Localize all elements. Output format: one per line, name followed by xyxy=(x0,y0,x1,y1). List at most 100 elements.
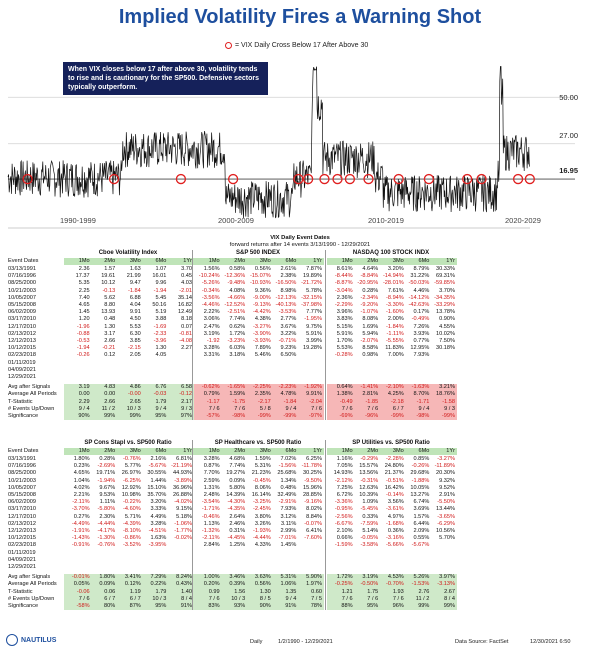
bottom-table-cell: -1.71% xyxy=(201,506,220,513)
top-event-date: 10/05/2007 xyxy=(8,294,36,301)
bottom-stat-cell: 5.26% xyxy=(413,574,430,581)
top-stat-cell: -97% xyxy=(308,413,322,419)
top-table-cell: 1.69% xyxy=(362,323,379,330)
top-table-cell: 3.85 xyxy=(129,338,141,344)
top-stat-cell: 10 / 3 xyxy=(126,405,141,412)
top-table-cell: -8.94% xyxy=(386,294,404,301)
bottom-stat-cell: 0.12% xyxy=(124,581,141,588)
bottom-table-cell: -5.80% xyxy=(97,506,116,513)
bottom-table-cell: 9.53% xyxy=(99,492,116,498)
top-table-cell: 5.62 xyxy=(104,294,116,301)
bottom-header-band xyxy=(327,448,457,455)
top-period-header: 3Mo xyxy=(129,258,141,264)
bottom-table-cell: -0.05% xyxy=(360,535,379,542)
bottom-stats-band xyxy=(194,574,324,611)
bottom-table-cell: -3.16% xyxy=(386,535,404,542)
top-table-cell: 30.33% xyxy=(436,266,455,272)
top-table-cell: 7.74% xyxy=(229,316,246,323)
bottom-table-cell: 2.21% xyxy=(73,492,90,498)
top-stat-cell: -1.41% xyxy=(360,384,379,391)
top-stat-cell: -2.25% xyxy=(253,384,271,391)
top-table-cell: 5.91% xyxy=(336,330,353,337)
top-stat-label: T-Statistic xyxy=(8,398,33,405)
x-axis-label-2010s: 2010-2019 xyxy=(368,216,404,225)
top-stat-cell: 7 / 6 xyxy=(208,405,220,412)
top-table-cell: 5.94% xyxy=(362,330,379,337)
bottom-stat-cell: 0.22% xyxy=(150,581,167,588)
bottom-stat-cell: -58% xyxy=(76,603,90,609)
top-table-cell: 2.00% xyxy=(387,316,404,323)
top-table-cell: -8.87% xyxy=(334,280,353,287)
top-period-header: 6Mo xyxy=(155,258,167,264)
top-table-cell: -0.21 xyxy=(102,345,116,352)
bottom-table-cell: 0.31% xyxy=(229,528,246,534)
bottom-period-header: 3Mo xyxy=(259,448,271,454)
top-stat-cell: 95% xyxy=(155,413,167,419)
bottom-stat-cell: 1.72% xyxy=(336,574,353,581)
top-table-cell: 1.30 xyxy=(155,345,167,352)
top-stat-cell: 4.78% xyxy=(280,391,297,398)
bottom-table-cell: -1.06% xyxy=(174,520,192,527)
top-stat-label: Avg after Signals xyxy=(8,384,51,391)
bottom-period-header: 2Mo xyxy=(367,448,379,454)
signal-marker xyxy=(512,173,524,185)
bottom-stat-cell: -3.13% xyxy=(437,581,455,588)
top-stat-cell: 9.91% xyxy=(306,391,322,398)
bottom-event-date: 03/17/2010 xyxy=(8,506,36,513)
bottom-table-cell: 12.92% xyxy=(121,484,141,491)
bottom-stat-label: Significance xyxy=(8,603,39,609)
top-table-cell: -0.88 xyxy=(76,330,90,337)
bottom-table-cell: -3.36% xyxy=(334,499,353,506)
top-table-cell: 6.03% xyxy=(229,345,246,352)
bottom-table-cell: -4.02% xyxy=(174,499,192,506)
top-table-cell: 7.50% xyxy=(439,338,455,344)
top-stat-cell: -99% xyxy=(390,413,404,419)
bottom-table-cell: -4.51% xyxy=(148,528,167,534)
bottom-stat-cell: 0.39% xyxy=(229,581,246,588)
bottom-table-cell: 1.34% xyxy=(280,477,297,484)
top-table-cell: 4.38% xyxy=(254,316,271,323)
top-table-cell: 7.89% xyxy=(254,345,271,352)
top-stat-cell: 7 / 6 xyxy=(341,405,353,412)
top-table-cell: -10.93% xyxy=(249,280,271,287)
bottom-table-cell: -0.91% xyxy=(71,542,90,549)
top-event-date: 03/17/2010 xyxy=(8,316,36,323)
bottom-table-cell: 2.99% xyxy=(280,528,297,534)
bottom-table-cell: -1.43% xyxy=(71,535,90,542)
top-period-header: 6Mo xyxy=(418,258,430,264)
bottom-stat-cell: 80% xyxy=(103,603,116,609)
top-group-title: NASDAQ 100 STOCK INDX xyxy=(352,250,430,256)
bottom-stat-cell: 88% xyxy=(341,603,353,609)
top-stat-cell: -98% xyxy=(232,413,246,419)
legend-label: = VIX Daily Cross Below 17 After Above 3… xyxy=(235,42,369,49)
top-table-cell: -1.94 xyxy=(153,287,167,294)
top-stat-cell: 3.21% xyxy=(439,384,455,391)
signal-marker xyxy=(227,173,239,185)
bottom-table-cell: 5.80% xyxy=(229,484,246,491)
top-table-cell: -12.52% xyxy=(224,302,246,308)
bottom-stat-cell: 0.60 xyxy=(311,588,322,595)
top-stat-cell: -1.17 xyxy=(206,398,220,405)
bottom-stat-cell: 1.40 xyxy=(181,588,192,595)
chart-legend: = VIX Daily Cross Below 17 After Above 3… xyxy=(225,42,368,49)
top-table-cell: 9.36% xyxy=(254,287,271,294)
bottom-period-header: 2Mo xyxy=(104,448,116,454)
bottom-table-cell: -4.17% xyxy=(97,528,116,534)
bottom-table-cell: 28.85% xyxy=(303,492,322,498)
top-table-cell: -28.01% xyxy=(382,280,404,287)
top-table-cell: -2.33 xyxy=(153,330,167,337)
bottom-stat-cell: 8 / 4 xyxy=(181,595,192,602)
bottom-event-date: 01/11/2019 xyxy=(8,549,36,556)
top-table-cell: 5.19 xyxy=(155,309,167,316)
bottom-stat-cell: 11 / 2 xyxy=(415,595,430,602)
top-event-date: 08/25/2000 xyxy=(8,280,36,287)
top-table-cell: -4.08 xyxy=(179,338,192,344)
top-table-cell: 6.30 xyxy=(129,330,141,337)
top-table-cell: -5.55% xyxy=(386,338,404,344)
bottom-table-cell: 9.67% xyxy=(99,484,116,491)
top-table-cell: 17.37 xyxy=(75,273,90,280)
top-period-header: 1Yr xyxy=(183,258,192,264)
top-table-cell: 19.89% xyxy=(303,273,322,280)
top-table-cell: -1.69 xyxy=(153,323,167,330)
bottom-stat-cell: 8 / 5 xyxy=(259,595,271,602)
